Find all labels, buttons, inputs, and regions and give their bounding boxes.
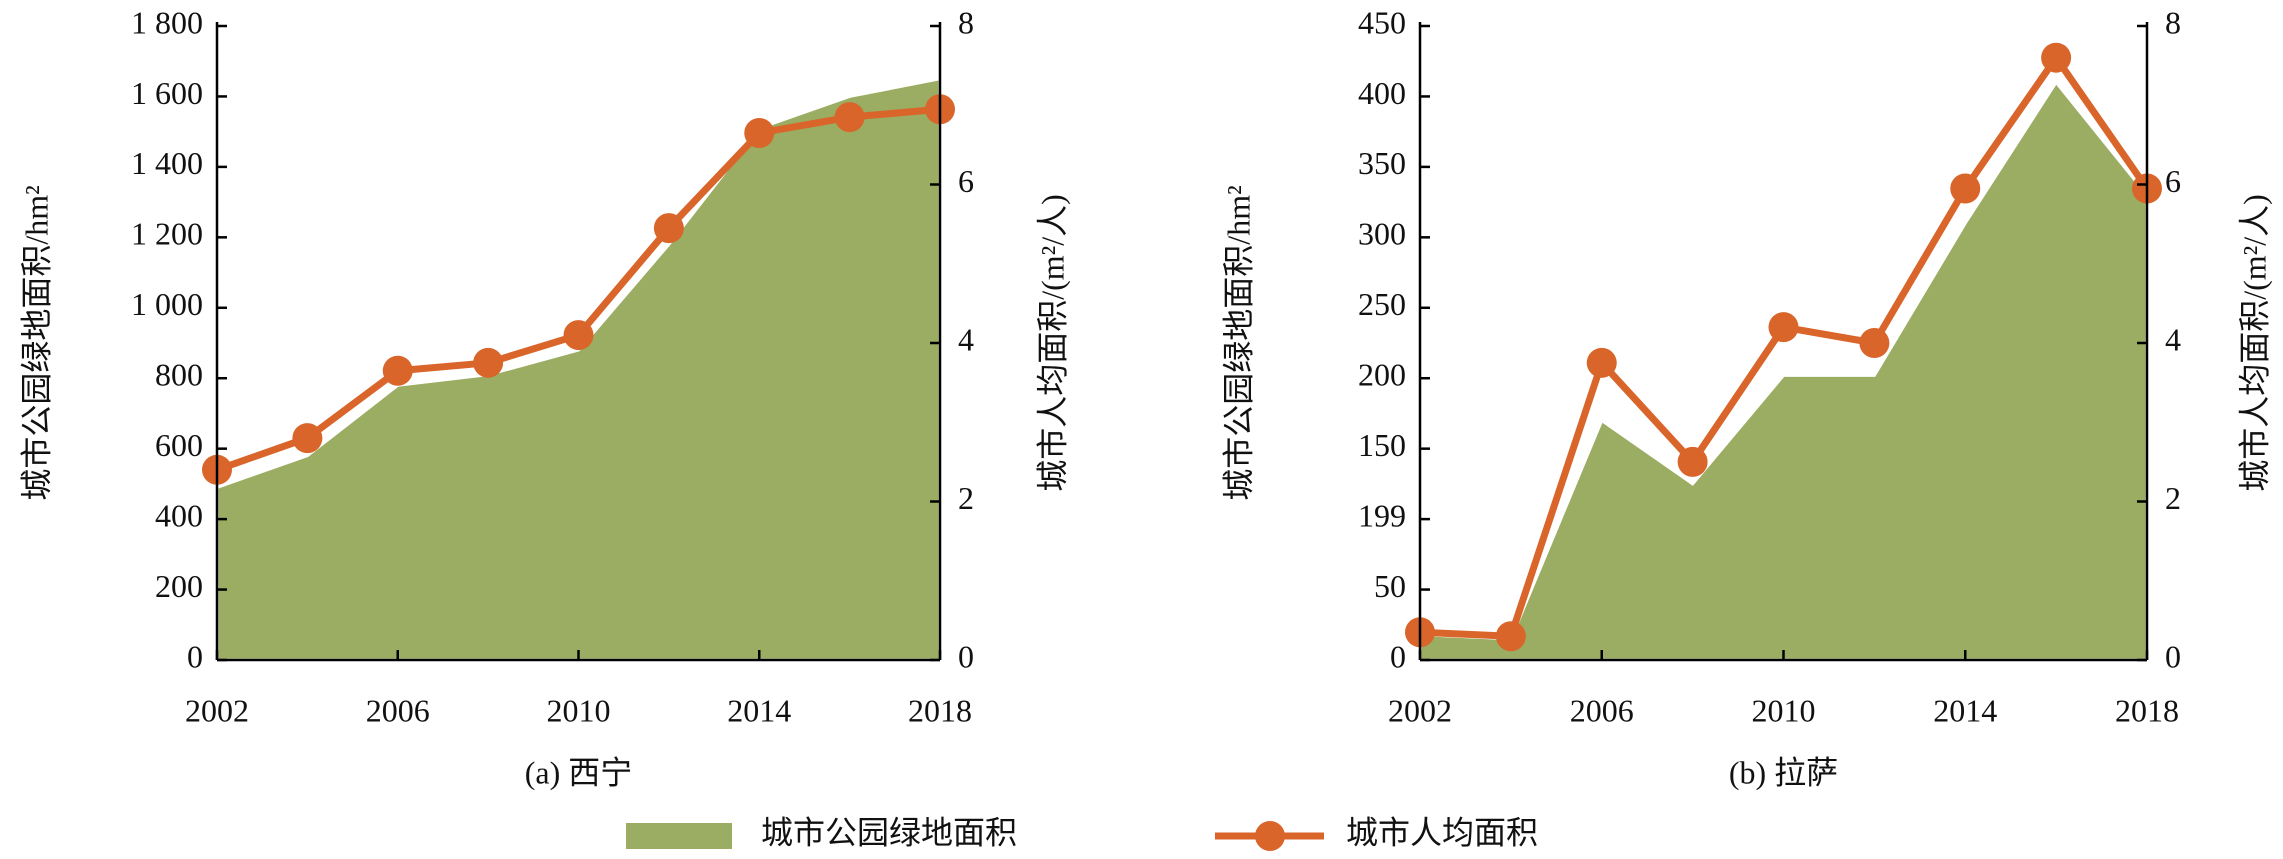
y2-tick-label: 4	[958, 321, 974, 357]
y-tick-label: 150	[1358, 427, 1406, 463]
y2-tick-label: 2	[958, 480, 974, 516]
line-marker	[1859, 328, 1890, 358]
x-tick-label: 2010	[1752, 692, 1816, 728]
y2-tick-label: 6	[2165, 163, 2181, 199]
line-marker	[473, 347, 504, 378]
legend-label: 城市人均面积	[1346, 814, 1538, 850]
line-marker	[382, 355, 413, 386]
line-marker	[1495, 621, 1526, 652]
x-tick-label: 2018	[908, 692, 972, 728]
legend-swatch	[626, 823, 732, 849]
y-tick-label: 400	[1358, 75, 1406, 111]
y2-tick-label: 4	[2165, 321, 2181, 357]
x-tick-label: 2010	[547, 692, 611, 728]
y-tick-label: 50	[1374, 568, 1406, 604]
y-tick-label: 250	[1358, 286, 1406, 322]
y-tick-label: 1 600	[131, 75, 203, 111]
y2-axis-label: 城市人均面积/(m²/人)	[1034, 194, 1070, 492]
y2-tick-label: 0	[2165, 638, 2181, 674]
y-tick-label: 0	[1390, 638, 1406, 674]
chart-title: (a) 西宁	[525, 754, 633, 790]
y-tick-label: 350	[1358, 145, 1406, 181]
line-marker	[2041, 42, 2072, 73]
y-tick-label: 1 000	[131, 286, 203, 322]
x-tick-label: 2006	[366, 692, 430, 728]
y2-tick-label: 2	[2165, 480, 2181, 516]
y-tick-label: 450	[1358, 4, 1406, 40]
y-tick-label: 300	[1358, 216, 1406, 252]
line-marker	[292, 423, 323, 454]
y-tick-label: 1 800	[131, 4, 203, 40]
line-marker	[1768, 312, 1799, 343]
x-tick-label: 2002	[185, 692, 249, 728]
y-tick-label: 400	[155, 497, 203, 533]
area	[215, 77, 942, 662]
legend-label: 城市公园绿地面积	[761, 814, 1017, 850]
y-tick-label: 1 400	[131, 145, 203, 181]
y2-axis-label: 城市人均面积/(m²/人)	[2236, 194, 2272, 492]
line-marker	[1586, 347, 1617, 378]
x-tick-label: 2018	[2115, 692, 2179, 728]
x-tick-label: 2014	[1933, 692, 1997, 728]
y-tick-label: 800	[155, 357, 203, 393]
y-tick-label: 1 200	[131, 216, 203, 252]
line-marker	[744, 117, 775, 148]
y-tick-label: 0	[187, 638, 203, 674]
chart-title: (b) 拉萨	[1729, 754, 1838, 790]
line-marker	[653, 213, 684, 244]
y2-tick-label: 0	[958, 638, 974, 674]
y-tick-label: 199	[1358, 497, 1406, 533]
y-axis-label: 城市公园绿地面积/hm²	[1220, 185, 1256, 500]
line-marker	[563, 320, 594, 351]
y2-tick-label: 8	[2165, 4, 2181, 40]
line-marker	[834, 102, 865, 133]
line-marker	[1950, 173, 1981, 204]
x-tick-label: 2006	[1570, 692, 1634, 728]
y2-tick-label: 8	[958, 4, 974, 40]
x-tick-label: 2014	[727, 692, 791, 728]
line-marker	[1677, 446, 1708, 477]
legend-marker	[1255, 821, 1285, 851]
y-tick-label: 200	[155, 568, 203, 604]
x-tick-label: 2002	[1388, 692, 1452, 728]
y-tick-label: 200	[1358, 357, 1406, 393]
y2-tick-label: 6	[958, 163, 974, 199]
y-tick-label: 600	[155, 427, 203, 463]
y-axis-label: 城市公园绿地面积/hm²	[18, 185, 54, 500]
